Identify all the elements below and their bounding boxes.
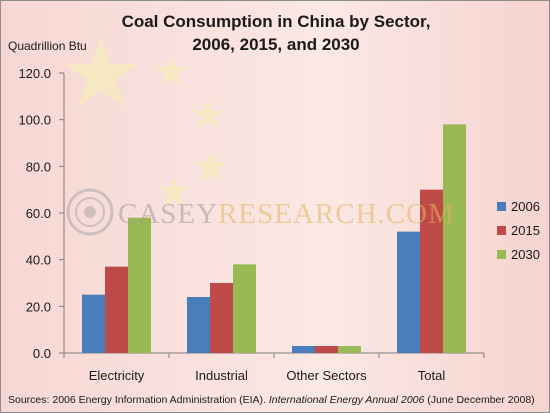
legend-label: 2006 xyxy=(511,199,540,214)
source-suffix: (June December 2008) xyxy=(424,394,535,406)
x-category-label: Electricity xyxy=(89,368,145,383)
bar-2030 xyxy=(338,346,361,353)
chart-title-line-2: 2006, 2015, and 2030 xyxy=(192,35,359,54)
legend-swatch xyxy=(497,250,506,259)
source-prefix: Sources: 2006 Energy Information Adminis… xyxy=(8,394,269,406)
casey-research-logo-icon xyxy=(66,188,114,236)
flag-star-icon xyxy=(155,56,187,86)
flag-star-icon xyxy=(195,151,227,181)
y-tick-label: 0.0 xyxy=(33,346,51,361)
bar-2030 xyxy=(233,264,256,353)
flag-star-icon xyxy=(64,37,138,107)
source-note: Sources: 2006 Energy Information Adminis… xyxy=(8,394,548,406)
bar-2015 xyxy=(315,346,338,353)
y-tick-label: 80.0 xyxy=(26,159,51,174)
plot-area: 0.0 20.0 40.0 60.0 80.0 100.0 120.0 Electricity… xyxy=(18,66,485,383)
y-axis-label: Quadrillion Btu xyxy=(8,39,87,53)
flag-star-icon xyxy=(158,176,190,206)
bar-2015 xyxy=(420,189,443,353)
bar-2006 xyxy=(292,346,315,353)
bar-2006 xyxy=(397,231,420,353)
watermark-text: CASEYRESEARCH.COM xyxy=(118,198,455,230)
flag-star-icon xyxy=(192,99,224,129)
chart-title-line-1: Coal Consumption in China by Sector, xyxy=(122,12,431,31)
x-category-label: Total xyxy=(418,368,446,383)
legend-label: 2015 xyxy=(511,223,540,238)
bar-2006 xyxy=(187,297,210,353)
legend-swatch xyxy=(497,202,506,211)
x-category-label: Industrial xyxy=(195,368,248,383)
watermark: CASEYRESEARCH.COM xyxy=(66,188,455,236)
flag-background xyxy=(64,37,227,206)
bar-2030 xyxy=(443,124,466,353)
x-category-label: Other Sectors xyxy=(286,368,367,383)
bar-2015 xyxy=(210,283,233,353)
y-tick-label: 120.0 xyxy=(18,66,51,81)
y-tick-label: 60.0 xyxy=(26,206,51,221)
y-tick-label: 40.0 xyxy=(26,253,51,268)
y-tick-label: 20.0 xyxy=(26,299,51,314)
legend-swatch xyxy=(497,226,506,235)
legend: 2006 2015 2030 xyxy=(497,199,540,262)
bar-2015 xyxy=(105,266,128,353)
y-tick-label: 100.0 xyxy=(18,113,51,128)
bar-2030 xyxy=(128,217,151,353)
legend-label: 2030 xyxy=(511,247,540,262)
source-publication: International Energy Annual 2006 xyxy=(268,394,425,406)
bar-2006 xyxy=(82,294,105,353)
